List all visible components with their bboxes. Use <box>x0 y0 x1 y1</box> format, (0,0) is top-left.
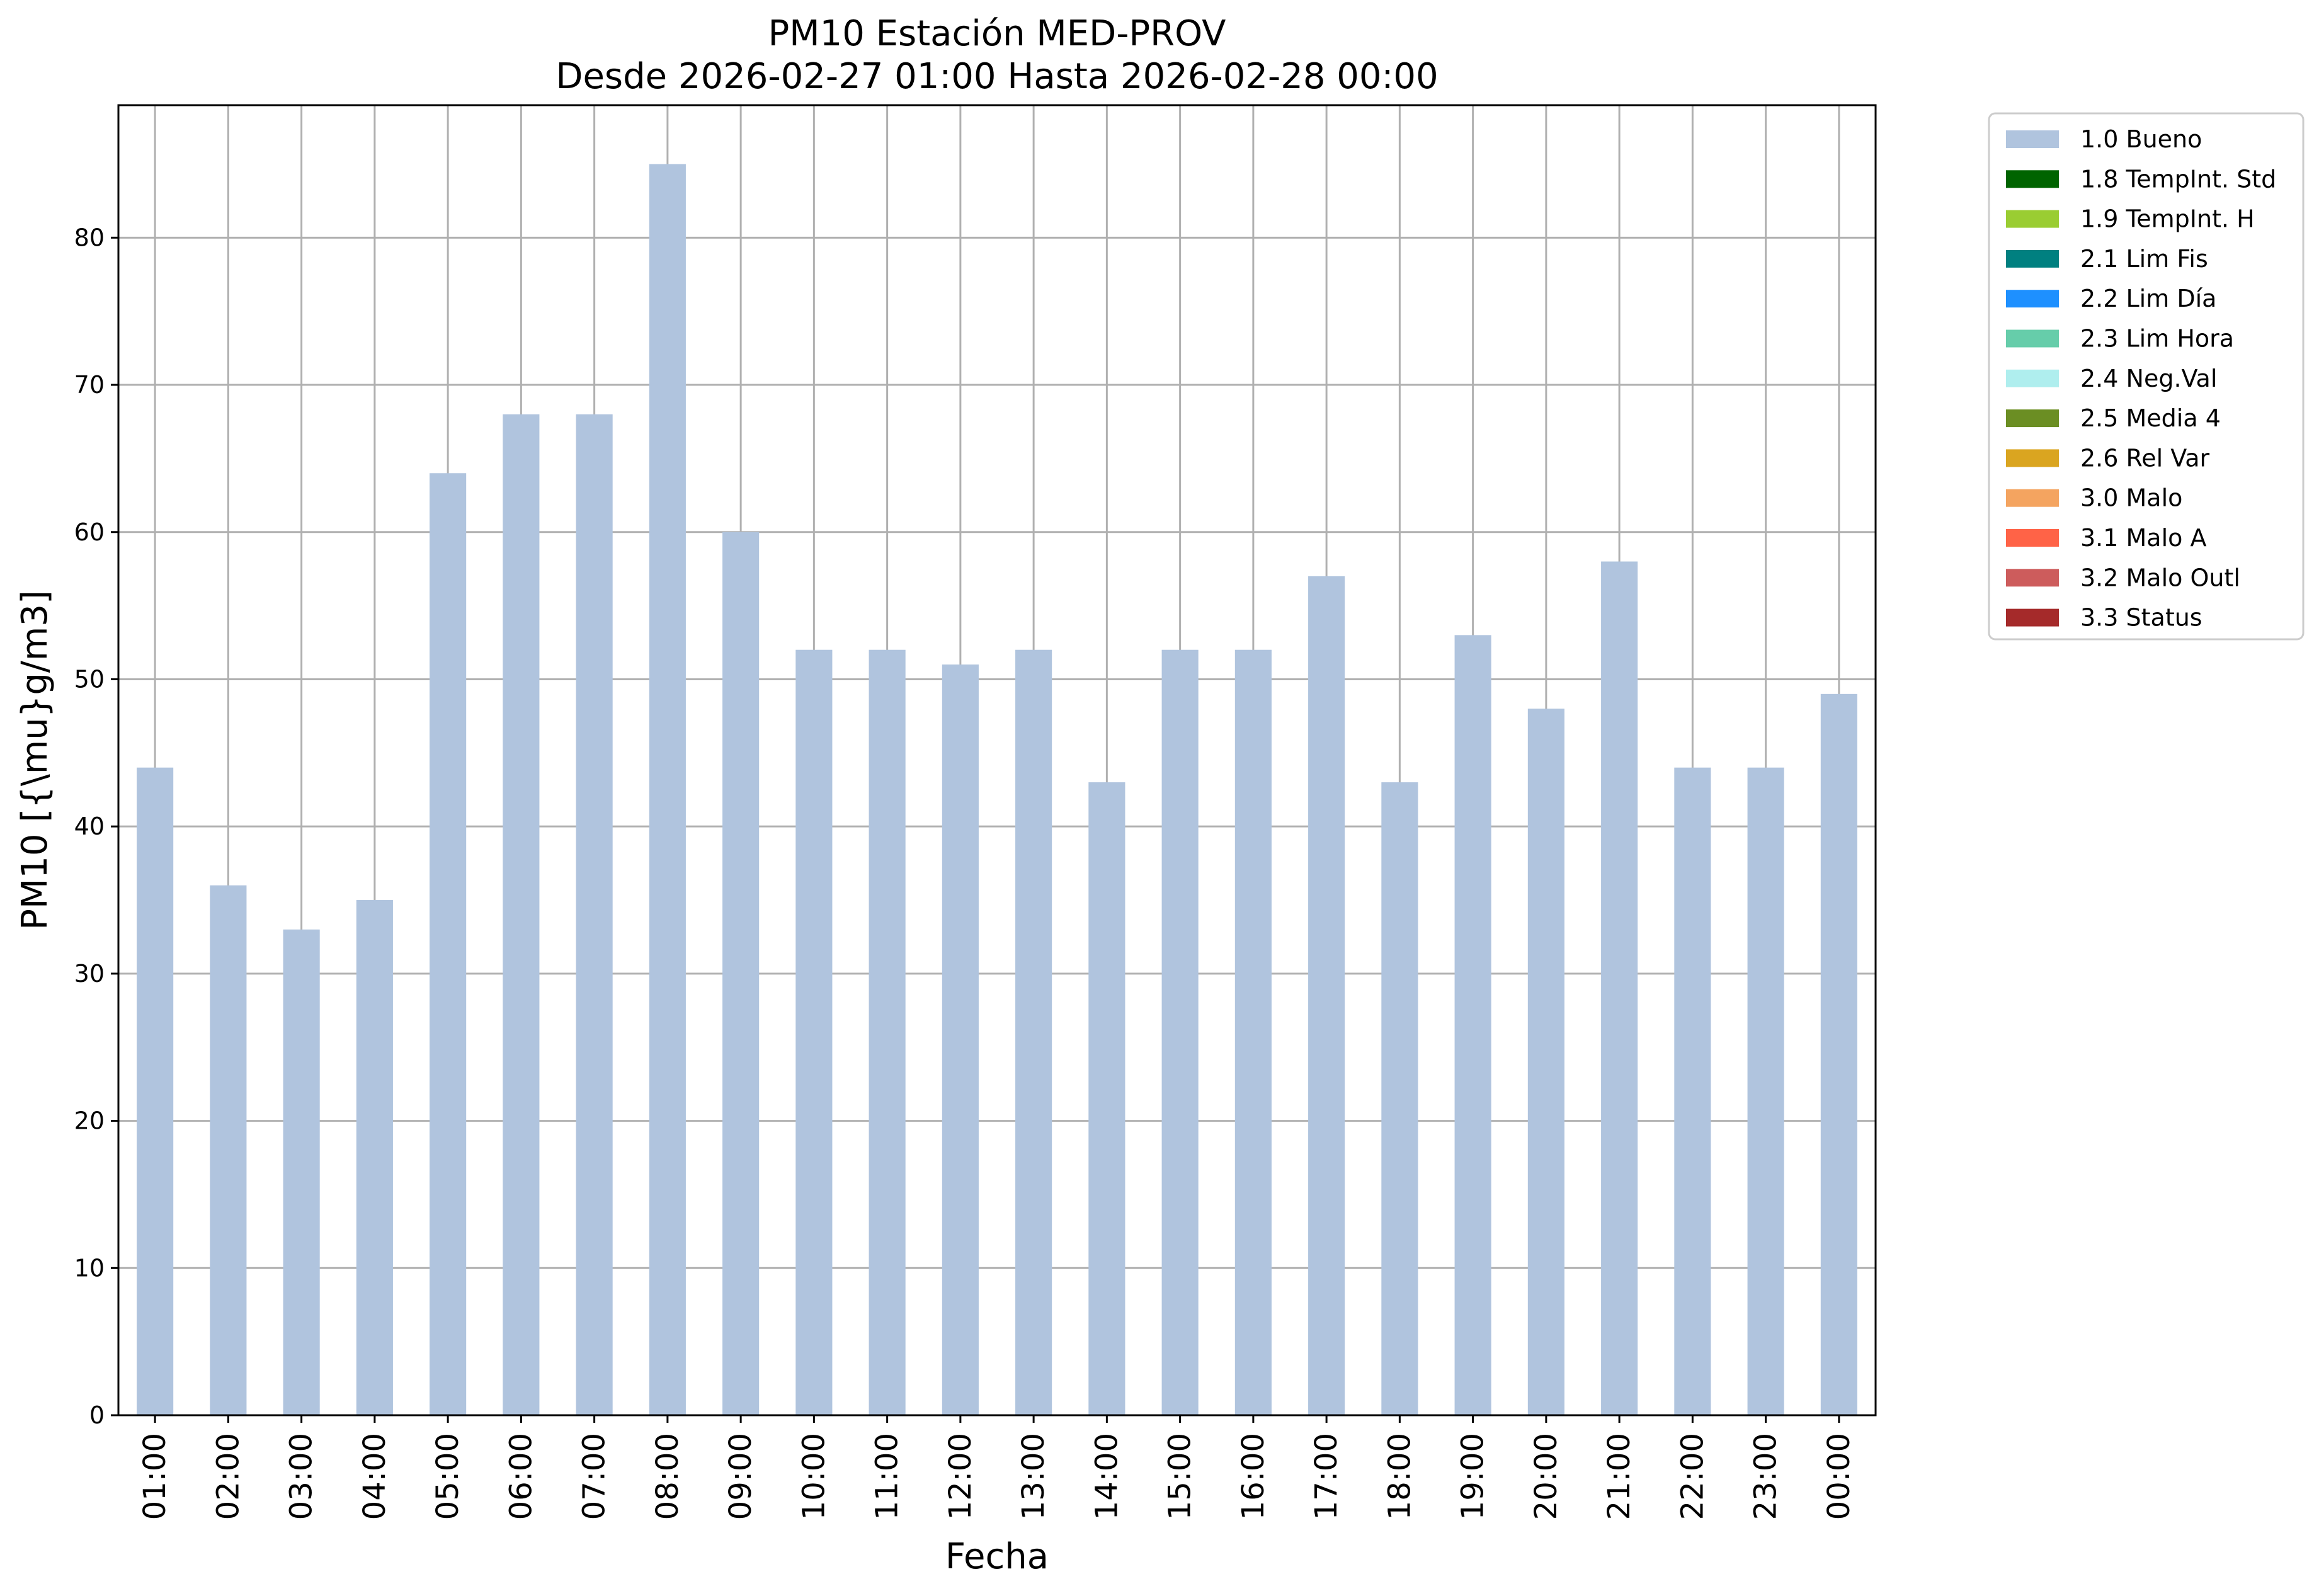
y-tick-label: 0 <box>89 1401 105 1429</box>
bar <box>137 767 174 1415</box>
bar <box>942 664 979 1415</box>
legend-label: 2.5 Media 4 <box>2080 404 2221 432</box>
legend-swatch <box>2006 608 2059 627</box>
x-tick-label: 23:00 <box>1748 1433 1784 1520</box>
chart-title: PM10 Estación MED-PROV <box>768 13 1226 54</box>
bar <box>576 414 613 1415</box>
legend-label: 2.6 Rel Var <box>2080 444 2210 472</box>
bar <box>1820 693 1857 1415</box>
bar <box>283 929 320 1415</box>
bar <box>869 649 906 1415</box>
legend-swatch <box>2006 529 2059 547</box>
bar <box>1308 576 1345 1415</box>
bar <box>1234 649 1272 1415</box>
bar <box>1674 767 1711 1415</box>
legend-swatch <box>2006 210 2059 228</box>
bar <box>356 900 393 1415</box>
bar <box>649 164 686 1415</box>
legend-label: 1.8 TempInt. Std <box>2080 165 2276 193</box>
legend-swatch <box>2006 369 2059 387</box>
legend-swatch <box>2006 290 2059 308</box>
legend-label: 2.1 Lim Fis <box>2080 245 2208 273</box>
legend-swatch <box>2006 489 2059 507</box>
legend-label: 1.9 TempInt. H <box>2080 205 2255 233</box>
y-tick-label: 20 <box>74 1107 105 1135</box>
bars <box>137 164 1857 1415</box>
legend-swatch <box>2006 329 2059 348</box>
legend-label: 3.3 Status <box>2080 604 2202 632</box>
x-tick-label: 13:00 <box>1016 1433 1051 1520</box>
legend-label: 2.2 Lim Día <box>2080 285 2216 312</box>
x-tick-label: 09:00 <box>723 1433 758 1520</box>
plot-frame <box>117 104 1877 1416</box>
x-axis-ticks: 01:00 02:00 03:00 04:00 05:00 06:00 07:00 08:00… <box>137 1415 1857 1520</box>
bar <box>1601 561 1638 1415</box>
x-tick-label: 14:00 <box>1089 1433 1124 1520</box>
x-tick-label: 06:00 <box>503 1433 538 1520</box>
legend-label: 3.2 Malo Outl <box>2080 564 2240 591</box>
x-tick-label: 22:00 <box>1675 1433 1710 1520</box>
bar <box>722 532 760 1415</box>
y-axis-label: PM10 [{\mu}g/m3] <box>14 590 55 930</box>
bar <box>1527 709 1564 1415</box>
y-tick-label: 10 <box>74 1254 105 1282</box>
y-tick-label: 70 <box>74 371 105 399</box>
bar <box>210 885 247 1415</box>
legend: 1.0 Bueno 1.8 TempInt. Std 1.9 TempInt. H 2… <box>1988 112 2305 641</box>
legend-swatch <box>2006 409 2059 428</box>
x-axis-label: Fecha <box>945 1536 1049 1577</box>
x-tick-label: 04:00 <box>357 1433 392 1520</box>
bar <box>1747 767 1784 1415</box>
legend-label: 2.4 Neg.Val <box>2080 365 2217 392</box>
x-tick-label: 12:00 <box>943 1433 978 1520</box>
y-tick-label: 50 <box>74 665 105 693</box>
legend-swatch <box>2006 569 2059 587</box>
bar <box>1161 649 1199 1415</box>
legend-swatch <box>2006 130 2059 148</box>
y-axis-ticks: 0 10 20 30 40 50 60 70 80 <box>74 224 118 1429</box>
x-tick-label: 20:00 <box>1529 1433 1564 1520</box>
x-tick-label: 21:00 <box>1602 1433 1637 1520</box>
x-tick-label: 10:00 <box>796 1433 831 1520</box>
bar <box>795 649 833 1415</box>
bar <box>1015 649 1052 1415</box>
x-tick-label: 11:00 <box>870 1433 905 1520</box>
legend-swatch <box>2006 249 2059 268</box>
legend-label: 2.3 Lim Hora <box>2080 325 2234 353</box>
x-tick-label: 08:00 <box>650 1433 685 1520</box>
y-tick-label: 30 <box>74 960 105 988</box>
legend-box <box>1988 112 2305 641</box>
legend-label: 3.0 Malo <box>2080 484 2182 512</box>
x-tick-label: 19:00 <box>1456 1433 1491 1520</box>
x-tick-label: 03:00 <box>284 1433 319 1520</box>
x-tick-label: 17:00 <box>1309 1433 1344 1520</box>
x-tick-label: 15:00 <box>1163 1433 1198 1520</box>
x-tick-label: 07:00 <box>577 1433 612 1520</box>
y-tick-label: 80 <box>74 224 105 251</box>
y-tick-label: 60 <box>74 518 105 546</box>
legend-swatch <box>2006 449 2059 467</box>
y-tick-label: 40 <box>74 812 105 840</box>
legend-swatch <box>2006 170 2059 188</box>
x-tick-label: 02:00 <box>210 1433 246 1520</box>
bar <box>1088 782 1125 1415</box>
x-tick-label: 00:00 <box>1821 1433 1857 1520</box>
bar <box>503 414 540 1415</box>
x-tick-label: 16:00 <box>1236 1433 1271 1520</box>
bar <box>430 473 467 1415</box>
x-tick-label: 18:00 <box>1382 1433 1417 1520</box>
legend-label: 3.1 Malo A <box>2080 524 2206 552</box>
chart-subtitle: Desde 2026-02-27 01:00 Hasta 2026-02-28 … <box>556 56 1438 97</box>
bar <box>1454 635 1491 1415</box>
x-tick-label: 05:00 <box>430 1433 465 1520</box>
bar <box>1381 782 1418 1415</box>
legend-label: 1.0 Bueno <box>2080 125 2202 153</box>
x-tick-label: 01:00 <box>137 1433 173 1520</box>
